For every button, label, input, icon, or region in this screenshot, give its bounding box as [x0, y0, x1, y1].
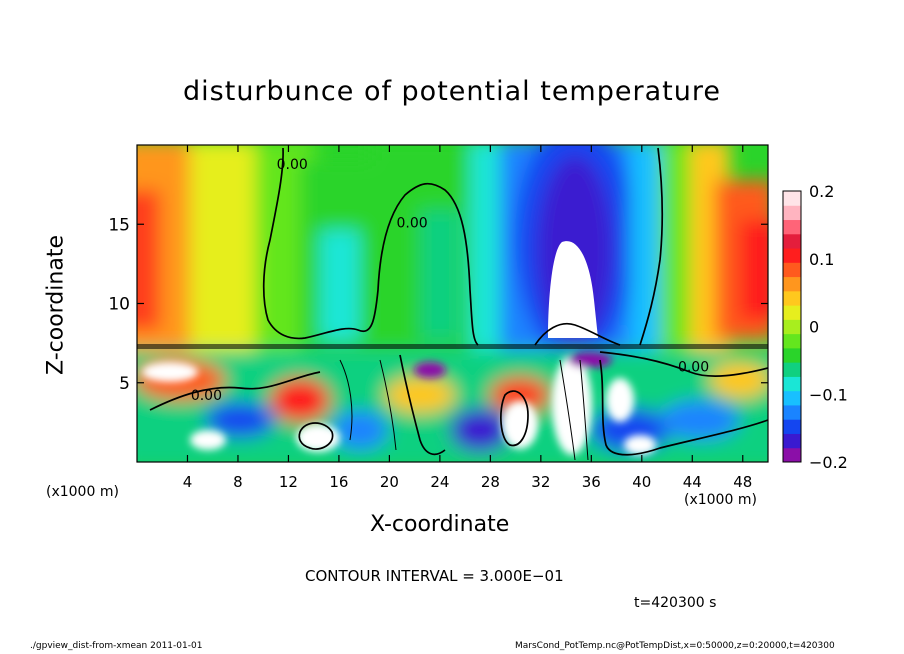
- x-tick-label: 16: [329, 473, 348, 491]
- x-unit-left: (x1000 m): [46, 484, 119, 500]
- colorbar-swatch: [783, 262, 801, 278]
- colorbar-tick-label: 0.1: [809, 250, 834, 269]
- contour-line: [559, 359, 576, 461]
- chart-title: disturbunce of potential temperature: [183, 76, 721, 107]
- x-tick-label: 40: [632, 473, 651, 491]
- colorbar: 0.2 0.1 0 −0.1 −0.2: [782, 182, 848, 472]
- x-tick-label: 44: [683, 473, 702, 491]
- colorbar-swatch: [783, 433, 801, 449]
- colorbar-swatch: [783, 205, 801, 221]
- footer-right: MarsCond_PotTemp.nc@PotTempDist,x=0:5000…: [515, 641, 835, 651]
- contour-line: [500, 390, 529, 447]
- x-unit-right: (x1000 m): [684, 492, 757, 508]
- contour-labels: 0.00 0.00 0.00 0.00: [191, 157, 709, 404]
- colorbar-swatch: [783, 404, 801, 420]
- footer-left: ./gpview_dist-from-xmean 2011-01-01: [30, 641, 203, 651]
- colorbar-swatch: [783, 376, 801, 392]
- colorbar-swatch: [783, 219, 801, 235]
- contour-line: [599, 351, 768, 377]
- y-tick-label: 10: [108, 295, 130, 315]
- colorbar-tick-label: 0.2: [809, 182, 834, 201]
- contour-line: [579, 359, 589, 461]
- x-tick-label: 36: [582, 473, 601, 491]
- contour-interval-label: CONTOUR INTERVAL = 3.000E−01: [305, 567, 564, 585]
- contour-line: [262, 147, 479, 346]
- contour-label: 0.00: [678, 360, 709, 376]
- contour-line: [339, 359, 353, 441]
- x-axis: 4 8 12 16 20 24 28 32 36 40 44 48: [183, 145, 752, 491]
- colorbar-swatch: [783, 276, 801, 292]
- contour-line: [298, 422, 334, 450]
- x-tick-label: 20: [380, 473, 399, 491]
- contour-lines: [149, 147, 768, 461]
- colorbar-swatch: [783, 290, 801, 306]
- colorbar-tick-label: −0.1: [809, 385, 848, 404]
- contour-label: 0.00: [191, 388, 222, 404]
- colorbar-swatch: [783, 248, 801, 263]
- x-tick-label: 12: [279, 473, 298, 491]
- colorbar-swatch: [783, 305, 801, 320]
- colorbar-swatch: [783, 447, 801, 463]
- colorbar-tick-label: 0: [809, 318, 819, 337]
- colorbar-swatch: [783, 390, 801, 406]
- y-axis: 5 10 15: [108, 215, 768, 394]
- colorbar-swatch: [783, 362, 801, 377]
- x-tick-label: 48: [733, 473, 752, 491]
- x-tick-label: 8: [233, 473, 243, 491]
- y-tick-label: 15: [108, 215, 130, 235]
- x-tick-label: 24: [430, 473, 449, 491]
- x-tick-label: 28: [481, 473, 500, 491]
- y-axis-label: Z-coordinate: [43, 235, 69, 375]
- contour-label: 0.00: [397, 215, 428, 231]
- contour-line: [639, 147, 664, 346]
- x-tick-label: 32: [531, 473, 550, 491]
- time-label: t=420300 s: [634, 595, 717, 611]
- x-tick-label: 4: [183, 473, 193, 491]
- colorbar-swatch: [783, 347, 801, 363]
- contour-label: 0.00: [277, 157, 308, 173]
- x-axis-label: X-coordinate: [370, 512, 510, 537]
- colorbar-swatch: [783, 333, 801, 349]
- colorbar-frame: [782, 190, 802, 463]
- colorbar-swatch: [783, 191, 801, 206]
- contour-line: [534, 322, 621, 346]
- colorbar-swatch: [783, 319, 801, 335]
- contour-line: [149, 371, 321, 411]
- colorbar-tick-label: −0.2: [809, 453, 848, 472]
- y-tick-label: 5: [119, 374, 130, 394]
- contour-line: [599, 359, 768, 456]
- heatmap-field: [137, 145, 768, 462]
- colorbar-swatch: [783, 233, 801, 249]
- contour-line: [399, 354, 446, 456]
- colorbar-swatch: [783, 419, 801, 434]
- contour-line: [379, 359, 397, 451]
